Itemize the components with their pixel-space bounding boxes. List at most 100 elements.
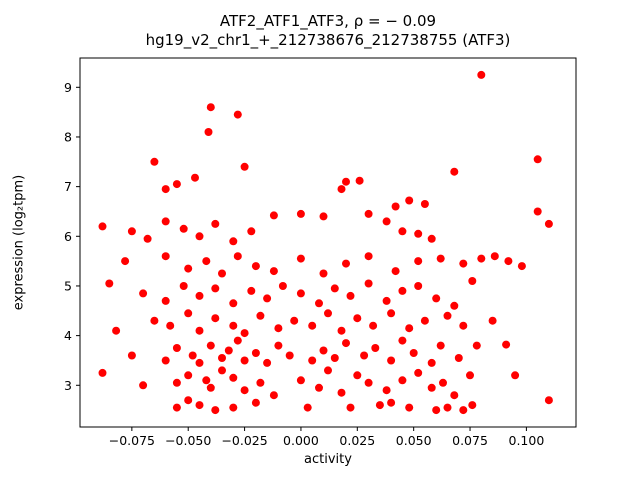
data-point [409, 349, 418, 357]
data-point [139, 381, 148, 390]
data-point [544, 219, 553, 228]
x-tick-label: 0.025 [339, 433, 375, 448]
data-point [490, 252, 499, 261]
data-point [427, 234, 436, 243]
data-point [121, 257, 130, 266]
x-tick-label: −0.075 [109, 433, 155, 448]
data-point [98, 368, 107, 377]
data-point [504, 257, 513, 266]
y-tick-label: 8 [64, 129, 72, 144]
data-point [391, 267, 400, 276]
data-point [454, 354, 463, 362]
data-point [229, 373, 238, 382]
data-point [251, 349, 260, 357]
data-point [342, 177, 350, 186]
data-point [315, 299, 323, 308]
y-tick-label: 3 [64, 378, 72, 393]
data-point [211, 314, 220, 323]
data-point [139, 289, 148, 298]
data-point [256, 378, 265, 387]
data-point [229, 321, 238, 330]
data-point [269, 211, 278, 220]
data-point [330, 354, 339, 362]
data-point [544, 396, 553, 405]
data-point [517, 262, 526, 271]
data-point [296, 254, 305, 263]
y-tick-label: 7 [64, 179, 72, 194]
data-point [195, 291, 204, 300]
data-point [251, 262, 260, 271]
data-point [414, 282, 423, 290]
data-point [195, 232, 204, 241]
data-point [161, 185, 170, 194]
data-point [382, 217, 391, 226]
data-point [229, 237, 238, 246]
data-point [224, 346, 233, 355]
data-point [436, 341, 445, 350]
data-point [202, 376, 211, 385]
data-point [184, 371, 193, 380]
data-point [414, 229, 423, 238]
data-point [247, 227, 256, 236]
data-point [382, 386, 391, 395]
data-point [161, 296, 170, 305]
data-point [459, 259, 468, 268]
axes-frame [79, 57, 577, 428]
x-tick-label: 0.075 [452, 433, 488, 448]
data-point [488, 316, 497, 325]
data-point [251, 398, 260, 407]
data-point [405, 324, 414, 333]
data-point [296, 376, 305, 385]
data-point [127, 351, 136, 360]
data-point [375, 401, 384, 410]
data-point [256, 311, 265, 320]
data-point [342, 339, 350, 348]
data-point [364, 252, 373, 261]
data-point [346, 291, 355, 300]
data-point [387, 398, 396, 407]
data-point [346, 403, 355, 412]
data-point [427, 358, 436, 367]
data-point [233, 336, 242, 345]
data-point [468, 277, 477, 285]
data-point [511, 371, 520, 380]
data-point [172, 180, 181, 189]
data-point [172, 403, 181, 412]
data-point [398, 227, 407, 236]
data-point [218, 354, 226, 362]
chart-title: ATF2_ATF1_ATF3, ρ = − 0.09 [219, 12, 437, 30]
data-point [290, 316, 299, 325]
data-point [204, 128, 213, 136]
data-point [533, 155, 542, 164]
data-point [436, 254, 445, 263]
data-point [233, 252, 242, 261]
data-point [240, 386, 249, 395]
data-point [472, 341, 481, 350]
data-point [337, 185, 346, 194]
y-tick-label: 4 [64, 328, 72, 343]
data-point [468, 401, 477, 410]
data-point [459, 406, 468, 415]
data-point [420, 316, 429, 325]
data-point [382, 296, 391, 305]
data-point [263, 358, 272, 367]
data-point [161, 252, 170, 261]
data-point [211, 284, 220, 293]
x-tick-label: −0.025 [221, 433, 267, 448]
y-tick-label: 9 [64, 80, 72, 95]
x-tick-label: 0.000 [283, 433, 319, 448]
data-point [172, 378, 181, 387]
data-point [278, 282, 287, 290]
data-point [195, 401, 204, 410]
data-point [450, 301, 459, 310]
data-point [502, 340, 511, 349]
data-point [324, 366, 332, 375]
data-point [459, 321, 468, 330]
data-point [466, 371, 474, 380]
data-point [319, 269, 328, 278]
data-point [353, 371, 362, 380]
data-point [161, 356, 170, 365]
x-tick-label: 0.050 [396, 433, 432, 448]
data-point [427, 383, 436, 392]
